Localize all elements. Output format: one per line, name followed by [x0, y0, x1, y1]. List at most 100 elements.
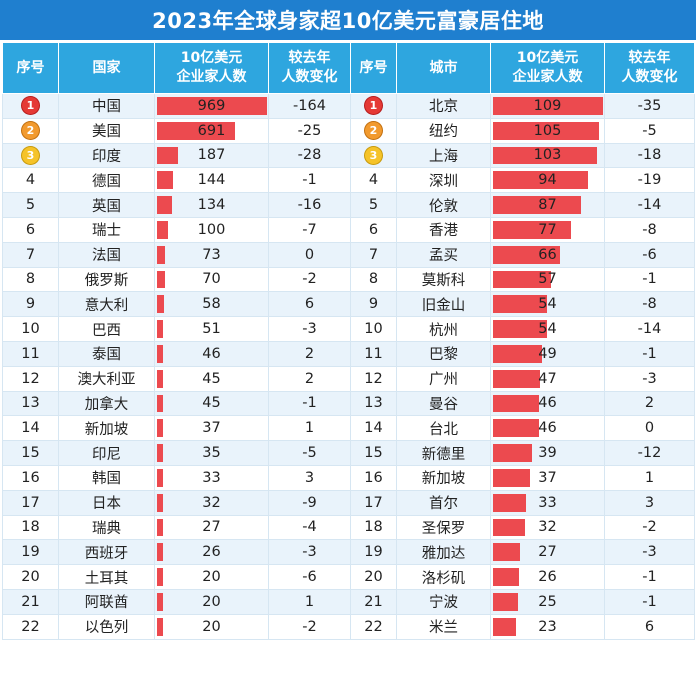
country-change: -28 — [268, 142, 351, 169]
bar-cell: 109 — [490, 93, 605, 119]
table-row: 13 加拿大 45 -1 13 曼谷 46 2 — [2, 390, 695, 417]
bar-value-label: 691 — [197, 122, 226, 139]
rank-label: 15 — [350, 440, 397, 466]
bar-cell: 54 — [490, 316, 605, 342]
rank-label: 11 — [2, 340, 59, 367]
bar-mark — [493, 196, 581, 214]
bar-value-label: 46 — [538, 395, 557, 412]
country-change: 1 — [268, 415, 351, 442]
city-change: -3 — [604, 365, 695, 392]
rank-label: 19 — [350, 539, 397, 566]
bar-cell: 32 — [154, 489, 269, 516]
bar-mark — [493, 444, 533, 462]
table-row: 15 印尼 35 -5 15 新德里 39 -12 — [2, 440, 695, 466]
table-row: 7 法国 73 0 7 孟买 66 -6 — [2, 241, 695, 268]
rank-label: 8 — [350, 266, 397, 293]
country-change: -6 — [268, 564, 351, 590]
bar-value-label: 144 — [197, 172, 226, 189]
country-change: -9 — [268, 489, 351, 516]
city-change: -19 — [604, 167, 695, 194]
country-name: 韩国 — [58, 464, 155, 491]
bar-mark — [493, 97, 603, 115]
bar-cell: 66 — [490, 241, 605, 268]
bar-mark — [493, 518, 526, 537]
bar-value-label: 37 — [538, 469, 557, 486]
city-change: 3 — [604, 489, 695, 516]
city-change: 6 — [604, 613, 695, 640]
table-row: 2 美国 691 -25 2 纽约 105 -5 — [2, 117, 695, 144]
country-name: 以色列 — [58, 613, 155, 640]
bar-mark — [493, 468, 531, 487]
bar-mark — [157, 394, 163, 413]
country-name: 美国 — [58, 117, 155, 144]
header-rank-city: 序号 — [350, 42, 397, 94]
bar-value-label: 94 — [538, 172, 557, 189]
city-name: 纽约 — [396, 117, 491, 144]
city-name: 米兰 — [396, 613, 491, 640]
country-change: 3 — [268, 464, 351, 491]
city-name: 上海 — [396, 142, 491, 169]
bar-mark — [493, 419, 540, 438]
rank-label: 12 — [2, 365, 59, 392]
table-row: 20 土耳其 20 -6 20 洛杉矶 26 -1 — [2, 564, 695, 590]
header-country-change: 较去年 人数变化 — [268, 42, 351, 94]
bar-cell: 73 — [154, 241, 269, 268]
country-name: 俄罗斯 — [58, 266, 155, 293]
header-row: 序号 国家 10亿美元 企业家人数 较去年 人数变化 序号 城市 10亿美元 企… — [2, 42, 695, 94]
country-change: 0 — [268, 241, 351, 268]
header-country: 国家 — [58, 42, 155, 94]
bar-cell: 37 — [490, 464, 605, 491]
rank-label: 7 — [2, 241, 59, 268]
rank-label: 15 — [2, 440, 59, 466]
country-change: -164 — [268, 93, 351, 119]
bar-value-label: 87 — [538, 197, 557, 214]
rank-label: 12 — [350, 365, 397, 392]
bar-mark — [157, 220, 169, 239]
bar-value-label: 33 — [538, 494, 557, 511]
table-row: 12 澳大利亚 45 2 12 广州 47 -3 — [2, 365, 695, 392]
bar-value-label: 70 — [202, 271, 221, 288]
country-change: -4 — [268, 514, 351, 541]
bar-cell: 23 — [490, 613, 605, 640]
bar-cell: 37 — [154, 415, 269, 442]
bar-mark — [157, 592, 163, 611]
table-row: 18 瑞典 27 -4 18 圣保罗 32 -2 — [2, 514, 695, 541]
bar-value-label: 20 — [202, 593, 221, 610]
rank-label: 5 — [2, 192, 59, 218]
bar-value-label: 57 — [538, 271, 557, 288]
bar-mark — [157, 97, 267, 115]
city-change: -1 — [604, 588, 695, 615]
table-row: 10 巴西 51 -3 10 杭州 54 -14 — [2, 316, 695, 342]
bar-cell: 70 — [154, 266, 269, 293]
city-name: 广州 — [396, 365, 491, 392]
city-name: 圣保罗 — [396, 514, 491, 541]
city-name: 首尔 — [396, 489, 491, 516]
city-name: 台北 — [396, 415, 491, 442]
bar-cell: 969 — [154, 93, 269, 119]
bar-mark — [493, 295, 548, 314]
table-row: 14 新加坡 37 1 14 台北 46 0 — [2, 415, 695, 442]
city-change: 1 — [604, 464, 695, 491]
bar-mark — [493, 270, 551, 289]
city-change: -35 — [604, 93, 695, 119]
country-change: -16 — [268, 192, 351, 218]
bar-value-label: 58 — [202, 296, 221, 313]
bar-value-label: 39 — [538, 445, 557, 462]
bar-value-label: 35 — [202, 445, 221, 462]
country-change: -1 — [268, 167, 351, 194]
city-change: -8 — [604, 291, 695, 318]
bar-value-label: 73 — [202, 246, 221, 263]
city-change: -5 — [604, 117, 695, 144]
table-row: 16 韩国 33 3 16 新加坡 37 1 — [2, 464, 695, 491]
table-row: 19 西班牙 26 -3 19 雅加达 27 -3 — [2, 539, 695, 566]
country-name: 法国 — [58, 241, 155, 268]
bar-mark — [157, 320, 163, 338]
bar-mark — [157, 617, 163, 636]
bar-cell: 49 — [490, 340, 605, 367]
country-name: 日本 — [58, 489, 155, 516]
bar-mark — [157, 444, 163, 462]
billionaire-table: 序号 国家 10亿美元 企业家人数 较去年 人数变化 序号 城市 10亿美元 企… — [2, 42, 695, 640]
country-name: 土耳其 — [58, 564, 155, 590]
rank-label: 6 — [350, 216, 397, 243]
